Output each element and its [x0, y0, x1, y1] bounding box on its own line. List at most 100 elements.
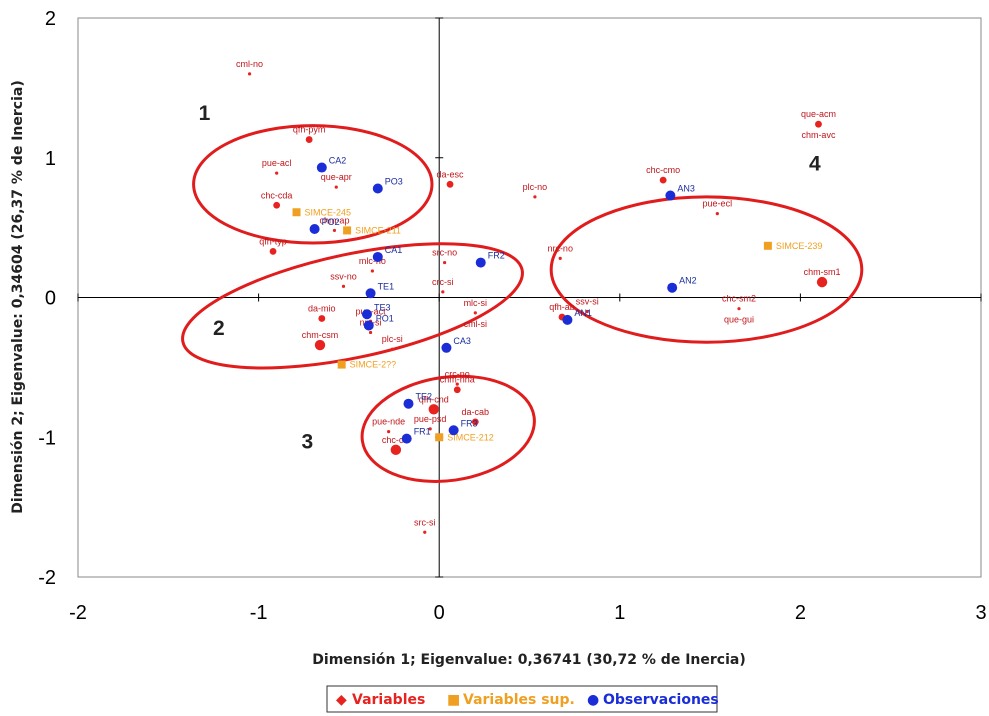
variable-point	[446, 180, 454, 188]
variable-label: qfh-cnd	[419, 394, 449, 404]
observation-label: TE2	[415, 392, 432, 402]
variable-point	[473, 311, 477, 315]
variable-point	[443, 260, 447, 265]
legend-label: Variables sup.	[463, 692, 575, 708]
y-tick-label: 1	[45, 148, 56, 170]
x-tick-label: 2	[795, 602, 806, 624]
variable-point	[390, 444, 402, 456]
variable-label: cml-si	[464, 319, 488, 329]
x-axis-title: Dimensión 1; Eigenvalue: 0,36741 (30,72 …	[312, 652, 745, 668]
variable-label: chm-csm	[302, 330, 339, 340]
legend-marker: ◆	[336, 692, 347, 708]
variable-label: chm-ap	[319, 215, 349, 225]
cluster-ellipse	[360, 374, 536, 483]
y-tick-label: 0	[45, 288, 56, 310]
variable-point	[533, 195, 537, 199]
variable-point	[815, 120, 822, 128]
observation-label: AN1	[574, 308, 592, 318]
supplementary-point	[337, 360, 346, 369]
observation-point	[401, 433, 412, 444]
variable-label: chc-sm2	[722, 294, 756, 304]
variable-point	[334, 185, 338, 189]
observation-label: TE3	[374, 302, 391, 312]
observation-label: FR1	[414, 427, 431, 437]
observation-point	[363, 320, 374, 331]
variable-label: chm-avc	[801, 130, 836, 140]
observation-label: AN3	[677, 183, 695, 193]
variable-label: mlc-si	[464, 298, 488, 308]
group-number: 2	[213, 317, 225, 340]
variable-label: da-cab	[462, 407, 490, 417]
supplementary-point	[343, 226, 352, 235]
variable-point	[471, 418, 479, 426]
variable-point	[390, 347, 394, 351]
x-tick-label: 0	[434, 602, 445, 624]
observation-point	[562, 314, 573, 325]
legend: ◆ Variables ■ Variables sup. ● Observaciones	[326, 685, 719, 713]
supplementary-label: SIMCE-212	[447, 432, 494, 442]
tick-labels: -2 -1 0 1 2 3 2 1 0 -1 -2	[38, 8, 986, 624]
supplementary-label: SIMCE-2??	[350, 360, 397, 370]
supplementary-point	[292, 208, 301, 217]
variable-label: chc-cmo	[646, 165, 680, 175]
observation-point	[665, 190, 676, 201]
legend-marker: ●	[587, 692, 599, 708]
observation-point	[372, 183, 383, 194]
observation-point	[403, 398, 414, 409]
observation-point	[361, 309, 372, 320]
cluster-ellipse	[192, 124, 434, 245]
y-tick-label: -2	[38, 567, 56, 589]
observation-point	[667, 282, 678, 293]
variable-label: src-si	[414, 517, 436, 527]
legend-label: Variables	[352, 692, 425, 708]
variable-label: pue-acl	[262, 158, 292, 168]
variable-point	[441, 290, 445, 294]
variable-point	[715, 212, 719, 216]
legend-label: Observaciones	[603, 692, 719, 708]
x-tick-label: 1	[614, 602, 625, 624]
cluster-ellipse	[181, 242, 524, 370]
variable-point	[737, 307, 741, 311]
observation-label: CA1	[385, 245, 403, 255]
x-tick-label: 3	[975, 602, 986, 624]
variable-label: da-mio	[308, 303, 336, 313]
variable-label: chm-sm1	[804, 267, 841, 277]
variable-label: ssv-no	[330, 271, 357, 281]
observation-point	[475, 257, 486, 268]
variable-point	[275, 171, 279, 175]
zero-axes	[77, 17, 982, 578]
variable-point	[423, 530, 427, 534]
observation-point	[441, 342, 452, 353]
variable-label: crc-no	[445, 369, 470, 379]
group-number: 4	[809, 152, 821, 175]
supplementary-point	[435, 433, 444, 442]
legend-box	[326, 685, 718, 713]
observation-label: PO2	[322, 217, 340, 227]
variable-label: que-apr	[321, 172, 352, 182]
variable-point	[428, 427, 432, 431]
variable-point	[341, 284, 346, 288]
variable-label: chc-cda	[261, 190, 293, 200]
variable-label: plc-si	[382, 334, 403, 344]
variable-point	[318, 315, 326, 322]
observation-point	[309, 224, 320, 235]
variable-point	[453, 386, 461, 394]
data-points: cml-no qfh-pym pue-acl que-apr chc-cda chm-ap…	[236, 59, 841, 534]
variable-label: qfh-pym	[293, 125, 326, 135]
group-numbers: 1 2 3 4	[199, 102, 821, 453]
variable-label: crc-si	[432, 277, 454, 287]
cluster-ellipses	[181, 124, 864, 483]
variable-label: cml-no	[236, 59, 263, 69]
supplementary-label: SIMCE-245	[305, 207, 352, 217]
y-tick-label: 2	[45, 8, 56, 30]
observation-point	[448, 425, 459, 436]
variable-point	[558, 256, 562, 260]
cluster-ellipse	[549, 195, 864, 344]
observation-label: FR3	[461, 418, 478, 428]
observation-point	[372, 251, 383, 262]
variable-point	[314, 339, 326, 351]
variable-point	[585, 309, 589, 314]
observation-label: TE1	[378, 281, 395, 291]
variable-label: pue-psd	[414, 414, 447, 424]
